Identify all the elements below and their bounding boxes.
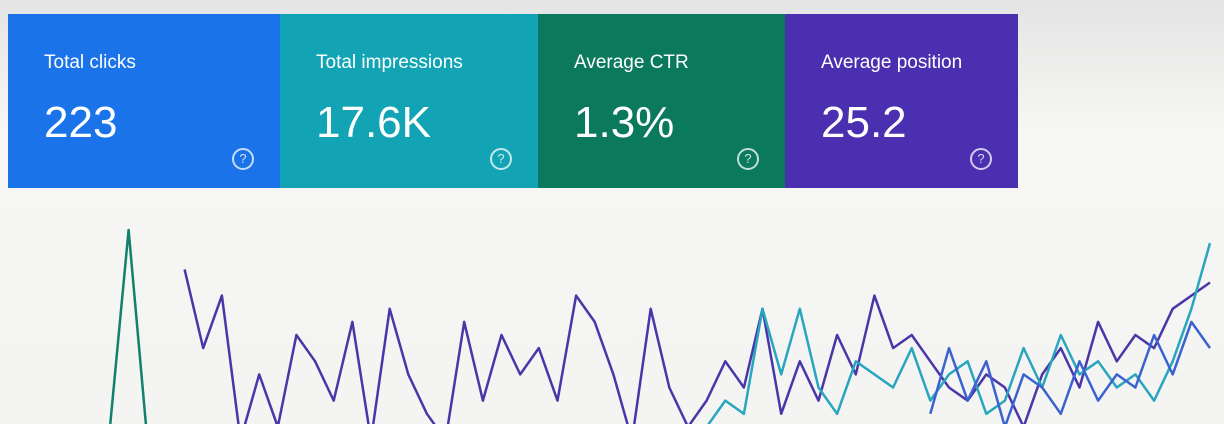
help-icon[interactable]: ? <box>232 148 254 170</box>
metric-label: Average position <box>821 52 963 73</box>
help-icon[interactable]: ? <box>490 148 512 170</box>
metric-label: Average CTR <box>574 52 689 73</box>
metric-card[interactable]: Average position 25.2? <box>785 14 1018 188</box>
metric-card[interactable]: Total clicks 223? <box>8 14 280 188</box>
metric-value: 1.3% <box>574 98 675 147</box>
summary-cards: Total clicks 223? Total impressions 17.6K? A… <box>8 14 1018 188</box>
series-line <box>707 242 1212 424</box>
metric-card[interactable]: Average CTR 1.3%? <box>538 14 785 188</box>
chart <box>109 228 1212 424</box>
metric-card[interactable]: Total impressions 17.6K? <box>280 14 538 188</box>
metric-label: Total clicks <box>44 52 136 73</box>
metric-label: Total impressions <box>316 52 463 73</box>
metric-value: 25.2 <box>821 98 907 147</box>
help-icon[interactable]: ? <box>970 148 992 170</box>
metric-value: 223 <box>44 98 118 147</box>
series-line <box>929 320 1212 424</box>
series-line <box>109 228 148 424</box>
help-icon[interactable]: ? <box>737 148 759 170</box>
metric-value: 17.6K <box>316 98 431 147</box>
